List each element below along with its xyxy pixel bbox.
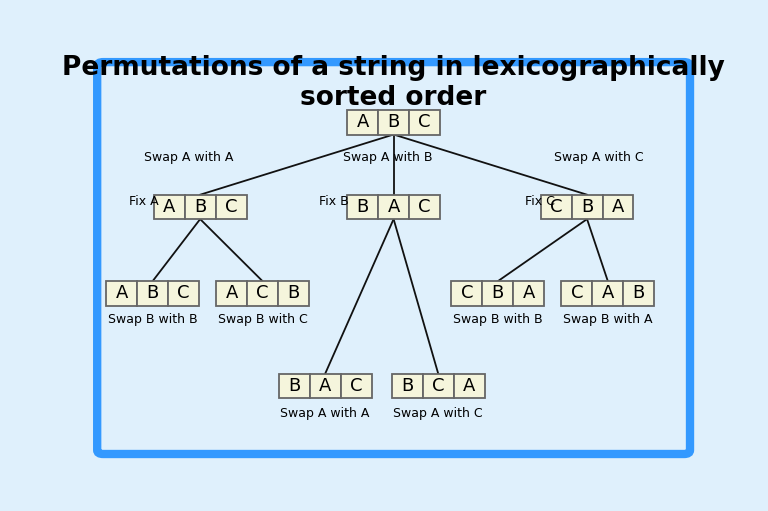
- FancyBboxPatch shape: [184, 195, 216, 219]
- Text: B: B: [581, 198, 593, 216]
- FancyBboxPatch shape: [378, 110, 409, 134]
- FancyBboxPatch shape: [561, 281, 592, 306]
- FancyBboxPatch shape: [409, 110, 440, 134]
- FancyBboxPatch shape: [278, 281, 309, 306]
- Text: A: A: [522, 285, 535, 303]
- Text: C: C: [571, 285, 583, 303]
- FancyBboxPatch shape: [452, 281, 482, 306]
- FancyBboxPatch shape: [482, 281, 513, 306]
- Text: A: A: [612, 198, 624, 216]
- FancyBboxPatch shape: [279, 374, 310, 398]
- FancyBboxPatch shape: [392, 374, 422, 398]
- FancyBboxPatch shape: [217, 281, 247, 306]
- Text: C: C: [257, 285, 269, 303]
- FancyBboxPatch shape: [378, 195, 409, 219]
- FancyBboxPatch shape: [247, 281, 278, 306]
- FancyBboxPatch shape: [454, 374, 485, 398]
- FancyBboxPatch shape: [106, 281, 137, 306]
- FancyBboxPatch shape: [422, 374, 454, 398]
- Text: Fix A: Fix A: [129, 195, 158, 207]
- FancyBboxPatch shape: [347, 110, 378, 134]
- FancyBboxPatch shape: [409, 195, 440, 219]
- Text: Swap A with B: Swap A with B: [343, 151, 432, 164]
- Text: C: C: [550, 198, 562, 216]
- Text: C: C: [461, 285, 473, 303]
- Text: B: B: [356, 198, 369, 216]
- FancyBboxPatch shape: [513, 281, 545, 306]
- Text: A: A: [387, 198, 400, 216]
- Text: C: C: [350, 377, 362, 395]
- FancyBboxPatch shape: [216, 195, 247, 219]
- FancyBboxPatch shape: [603, 195, 634, 219]
- FancyBboxPatch shape: [154, 195, 184, 219]
- Text: B: B: [633, 285, 645, 303]
- Text: Fix B: Fix B: [319, 195, 349, 207]
- Text: A: A: [163, 198, 175, 216]
- FancyBboxPatch shape: [571, 195, 603, 219]
- Text: B: B: [147, 285, 159, 303]
- FancyBboxPatch shape: [310, 374, 341, 398]
- Text: B: B: [401, 377, 413, 395]
- Text: Swap A with C: Swap A with C: [554, 151, 644, 164]
- Text: Swap B with B: Swap B with B: [453, 313, 542, 326]
- Text: B: B: [287, 285, 300, 303]
- FancyBboxPatch shape: [592, 281, 624, 306]
- Text: A: A: [463, 377, 475, 395]
- Text: B: B: [492, 285, 504, 303]
- Text: A: A: [601, 285, 614, 303]
- Text: C: C: [419, 113, 431, 131]
- Text: A: A: [115, 285, 127, 303]
- Text: A: A: [356, 113, 369, 131]
- Text: C: C: [177, 285, 190, 303]
- FancyBboxPatch shape: [541, 195, 571, 219]
- FancyBboxPatch shape: [347, 195, 378, 219]
- Text: C: C: [419, 198, 431, 216]
- Text: Swap B with C: Swap B with C: [218, 313, 307, 326]
- Text: Swap A with A: Swap A with A: [280, 407, 370, 420]
- Text: Swap B with A: Swap B with A: [563, 313, 653, 326]
- Text: Permutations of a string in lexicographically
sorted order: Permutations of a string in lexicographi…: [62, 55, 725, 111]
- Text: Fix C: Fix C: [525, 195, 554, 207]
- FancyBboxPatch shape: [341, 374, 372, 398]
- Text: A: A: [226, 285, 238, 303]
- Text: A: A: [319, 377, 331, 395]
- Text: Swap A with A: Swap A with A: [144, 151, 233, 164]
- Text: B: B: [288, 377, 300, 395]
- FancyBboxPatch shape: [168, 281, 199, 306]
- Text: C: C: [225, 198, 237, 216]
- FancyBboxPatch shape: [624, 281, 654, 306]
- Text: B: B: [388, 113, 399, 131]
- FancyBboxPatch shape: [98, 62, 690, 454]
- Text: Swap B with B: Swap B with B: [108, 313, 197, 326]
- Text: B: B: [194, 198, 207, 216]
- FancyBboxPatch shape: [137, 281, 168, 306]
- Text: C: C: [432, 377, 445, 395]
- Text: Swap A with C: Swap A with C: [393, 407, 483, 420]
